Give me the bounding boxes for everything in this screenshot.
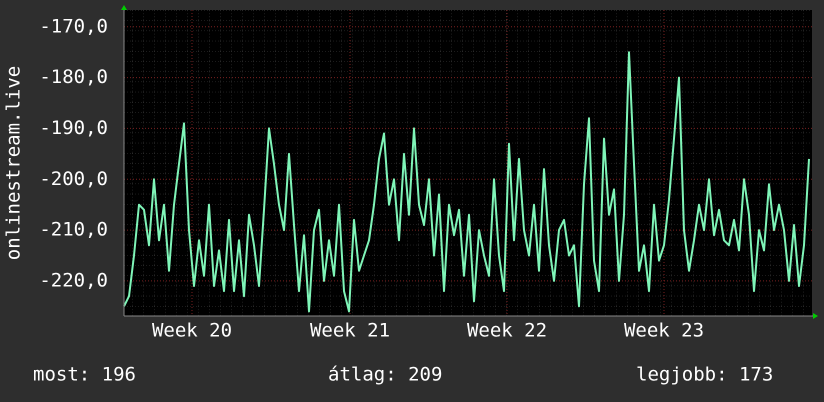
- y-tick-label: -220,0: [39, 269, 108, 291]
- y-tick-label: -200,0: [39, 168, 108, 190]
- y-tick-label: -190,0: [39, 117, 108, 139]
- footer-current: most: 196: [33, 364, 136, 386]
- y-tick-label: -170,0: [39, 15, 108, 37]
- x-tick-label: Week 22: [467, 320, 547, 342]
- x-axis-arrow: [813, 313, 818, 319]
- x-tick-label: Week 21: [310, 320, 390, 342]
- y-axis-arrow: [121, 5, 127, 10]
- x-tick-label: Week 20: [152, 320, 232, 342]
- footer-average: átlag: 209: [328, 364, 442, 386]
- y-tick-label: -180,0: [39, 66, 108, 88]
- footer-best: legjobb: 173: [636, 364, 773, 386]
- y-axis-label: onlinestream.live: [3, 66, 25, 260]
- y-tick-label: -210,0: [39, 219, 108, 241]
- minor-grid: [124, 10, 812, 316]
- series-line: [123, 51, 810, 313]
- x-tick-label: Week 23: [624, 320, 704, 342]
